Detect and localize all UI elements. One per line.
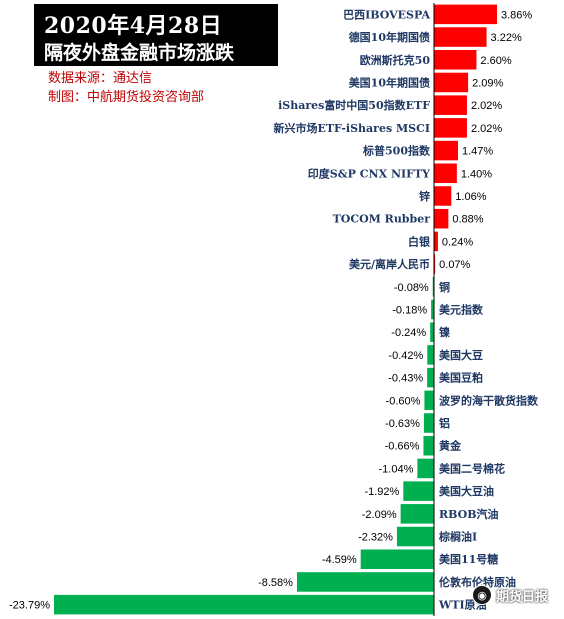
value-label-0: 3.86% xyxy=(501,9,532,21)
bar-3 xyxy=(434,72,469,93)
value-label-8: 1.06% xyxy=(455,191,486,203)
bar-21 xyxy=(403,481,434,501)
category-label-20: 美国二号棉花 xyxy=(439,461,505,475)
category-label-17: 波罗的海干散货指数 xyxy=(439,393,539,407)
value-label-3: 2.09% xyxy=(472,77,503,89)
category-label-4: iShares富时中国50指数ETF xyxy=(278,98,430,112)
data-source-note: 数据来源：通达信 xyxy=(48,71,153,86)
producer-note: 制图：中航期货投资咨询部 xyxy=(48,90,205,105)
bar-6 xyxy=(434,140,458,161)
bar-2 xyxy=(434,49,477,70)
value-label-18: -0.63% xyxy=(385,418,420,430)
value-label-26: -23.79% xyxy=(9,600,50,612)
bar-5 xyxy=(434,118,467,138)
category-label-21: 美国大豆油 xyxy=(439,484,494,498)
category-label-12: 铜 xyxy=(438,280,450,294)
category-label-19: 黄金 xyxy=(439,439,462,453)
chart-date-title: 2020年4月28日 xyxy=(44,13,223,39)
value-label-7: 1.40% xyxy=(461,168,492,180)
chart-title: 隔夜外盘金融市场涨跌 xyxy=(44,42,235,64)
bar-4 xyxy=(434,95,467,115)
category-label-16: 美国豆粕 xyxy=(439,371,483,385)
category-label-25: 伦敦布伦特原油 xyxy=(439,575,516,589)
bar-9 xyxy=(434,208,449,229)
category-label-14: 镍 xyxy=(439,325,450,339)
bar-17 xyxy=(424,390,434,411)
bar-22 xyxy=(400,504,434,524)
bar-12 xyxy=(432,277,434,297)
category-label-18: 铝 xyxy=(439,416,450,430)
value-label-15: -0.42% xyxy=(388,350,423,362)
category-label-6: 标普500指数 xyxy=(362,144,431,158)
category-label-0: 巴西IBOVESPA xyxy=(343,8,430,21)
value-label-25: -8.58% xyxy=(258,577,293,589)
value-label-6: 1.47% xyxy=(462,146,493,158)
bar-15 xyxy=(427,345,434,365)
bar-13 xyxy=(431,299,434,320)
bar-24 xyxy=(360,549,434,570)
value-label-4: 2.02% xyxy=(471,100,502,112)
value-label-13: -0.18% xyxy=(392,305,427,317)
bar-26 xyxy=(54,594,434,615)
bar-25 xyxy=(296,572,434,592)
category-label-1: 德国10年期国债 xyxy=(348,30,430,44)
value-label-24: -4.59% xyxy=(322,554,357,566)
bar-0 xyxy=(434,4,497,25)
bar-10 xyxy=(434,231,438,252)
bar-23 xyxy=(396,526,434,547)
category-label-3: 美国10年期国债 xyxy=(349,75,430,89)
value-label-12: -0.08% xyxy=(394,282,429,294)
category-label-10: 白银 xyxy=(408,234,431,248)
bar-18 xyxy=(423,413,434,433)
category-label-8: 锌 xyxy=(419,189,430,203)
value-label-2: 2.60% xyxy=(480,55,511,67)
bar-16 xyxy=(427,367,434,388)
wechat-icon: ◉ xyxy=(472,585,492,605)
value-label-5: 2.02% xyxy=(471,123,502,135)
bar-19 xyxy=(423,435,434,456)
category-label-11: 美元/离岸人民币 xyxy=(349,257,430,271)
value-label-16: -0.43% xyxy=(388,373,423,385)
category-label-22: RBOB汽油 xyxy=(439,507,499,521)
value-label-10: 0.24% xyxy=(442,236,473,248)
category-label-13: 美元指数 xyxy=(439,303,484,317)
value-label-19: -0.66% xyxy=(385,441,420,453)
bar-7 xyxy=(434,163,457,184)
bar-8 xyxy=(434,186,452,206)
value-label-14: -0.24% xyxy=(391,327,426,339)
category-label-2: 欧洲斯托克50 xyxy=(360,53,431,67)
category-label-9: TOCOM Rubber xyxy=(333,213,431,226)
category-label-5: 新兴市场ETF-iShares MSCI xyxy=(273,121,430,135)
category-label-23: 棕榈油I xyxy=(438,530,477,544)
value-label-11: 0.07% xyxy=(439,259,470,271)
category-label-24: 美国11号糖 xyxy=(439,552,498,566)
bar-14 xyxy=(430,322,434,342)
value-label-20: -1.04% xyxy=(379,463,414,475)
bar-11 xyxy=(434,254,436,274)
bar-1 xyxy=(434,27,487,47)
watermark: ◉ 期货日报 xyxy=(472,582,560,608)
value-label-17: -0.60% xyxy=(386,395,421,407)
value-label-21: -1.92% xyxy=(364,486,399,498)
value-label-1: 3.22% xyxy=(491,32,522,44)
title-box: 2020年4月28日 隔夜外盘金融市场涨跌 xyxy=(34,4,278,66)
watermark-text: 期货日报 xyxy=(496,589,549,605)
category-label-7: 印度S&P CNX NIFTY xyxy=(308,166,430,180)
value-label-23: -2.32% xyxy=(358,532,393,544)
value-label-22: -2.09% xyxy=(362,509,397,521)
bar-20 xyxy=(417,458,434,479)
value-label-9: 0.88% xyxy=(452,214,483,226)
category-label-15: 美国大豆 xyxy=(439,348,483,362)
